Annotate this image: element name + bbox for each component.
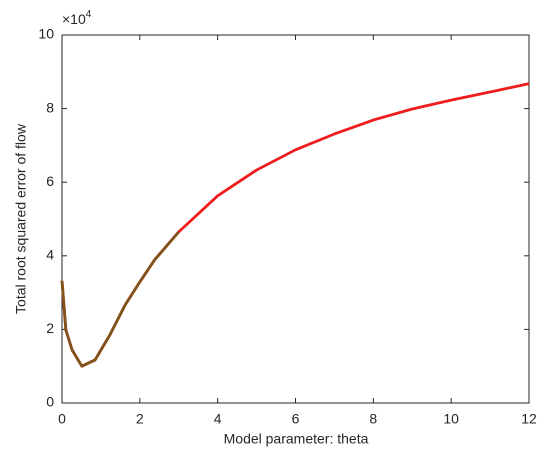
x-tick-label: 2 bbox=[136, 411, 144, 427]
y-tick-label: 2 bbox=[46, 320, 54, 336]
plot-area bbox=[61, 34, 530, 404]
x-tick-label: 8 bbox=[369, 411, 377, 427]
y-tick-label: 6 bbox=[46, 173, 54, 189]
y-multiplier-base: ×10 bbox=[62, 11, 86, 27]
x-tick-label: 4 bbox=[214, 411, 222, 427]
x-tick-label: 6 bbox=[292, 411, 300, 427]
y-tick-label: 8 bbox=[46, 99, 54, 115]
y-multiplier: ×104 bbox=[62, 9, 92, 27]
y-tick-label: 10 bbox=[38, 26, 54, 42]
x-tick-label: 12 bbox=[521, 411, 537, 427]
y-tick-label: 4 bbox=[46, 247, 54, 263]
x-axis-label: Model parameter: theta bbox=[224, 431, 369, 447]
y-tick-label: 0 bbox=[46, 394, 54, 410]
data-line bbox=[60, 230, 180, 368]
x-tick-label: 10 bbox=[443, 411, 459, 427]
data-line bbox=[60, 82, 530, 368]
y-axis-label: Total root squared error of flow bbox=[13, 123, 29, 314]
x-tick-label: 0 bbox=[58, 411, 66, 427]
y-multiplier-exponent: 4 bbox=[86, 9, 92, 20]
